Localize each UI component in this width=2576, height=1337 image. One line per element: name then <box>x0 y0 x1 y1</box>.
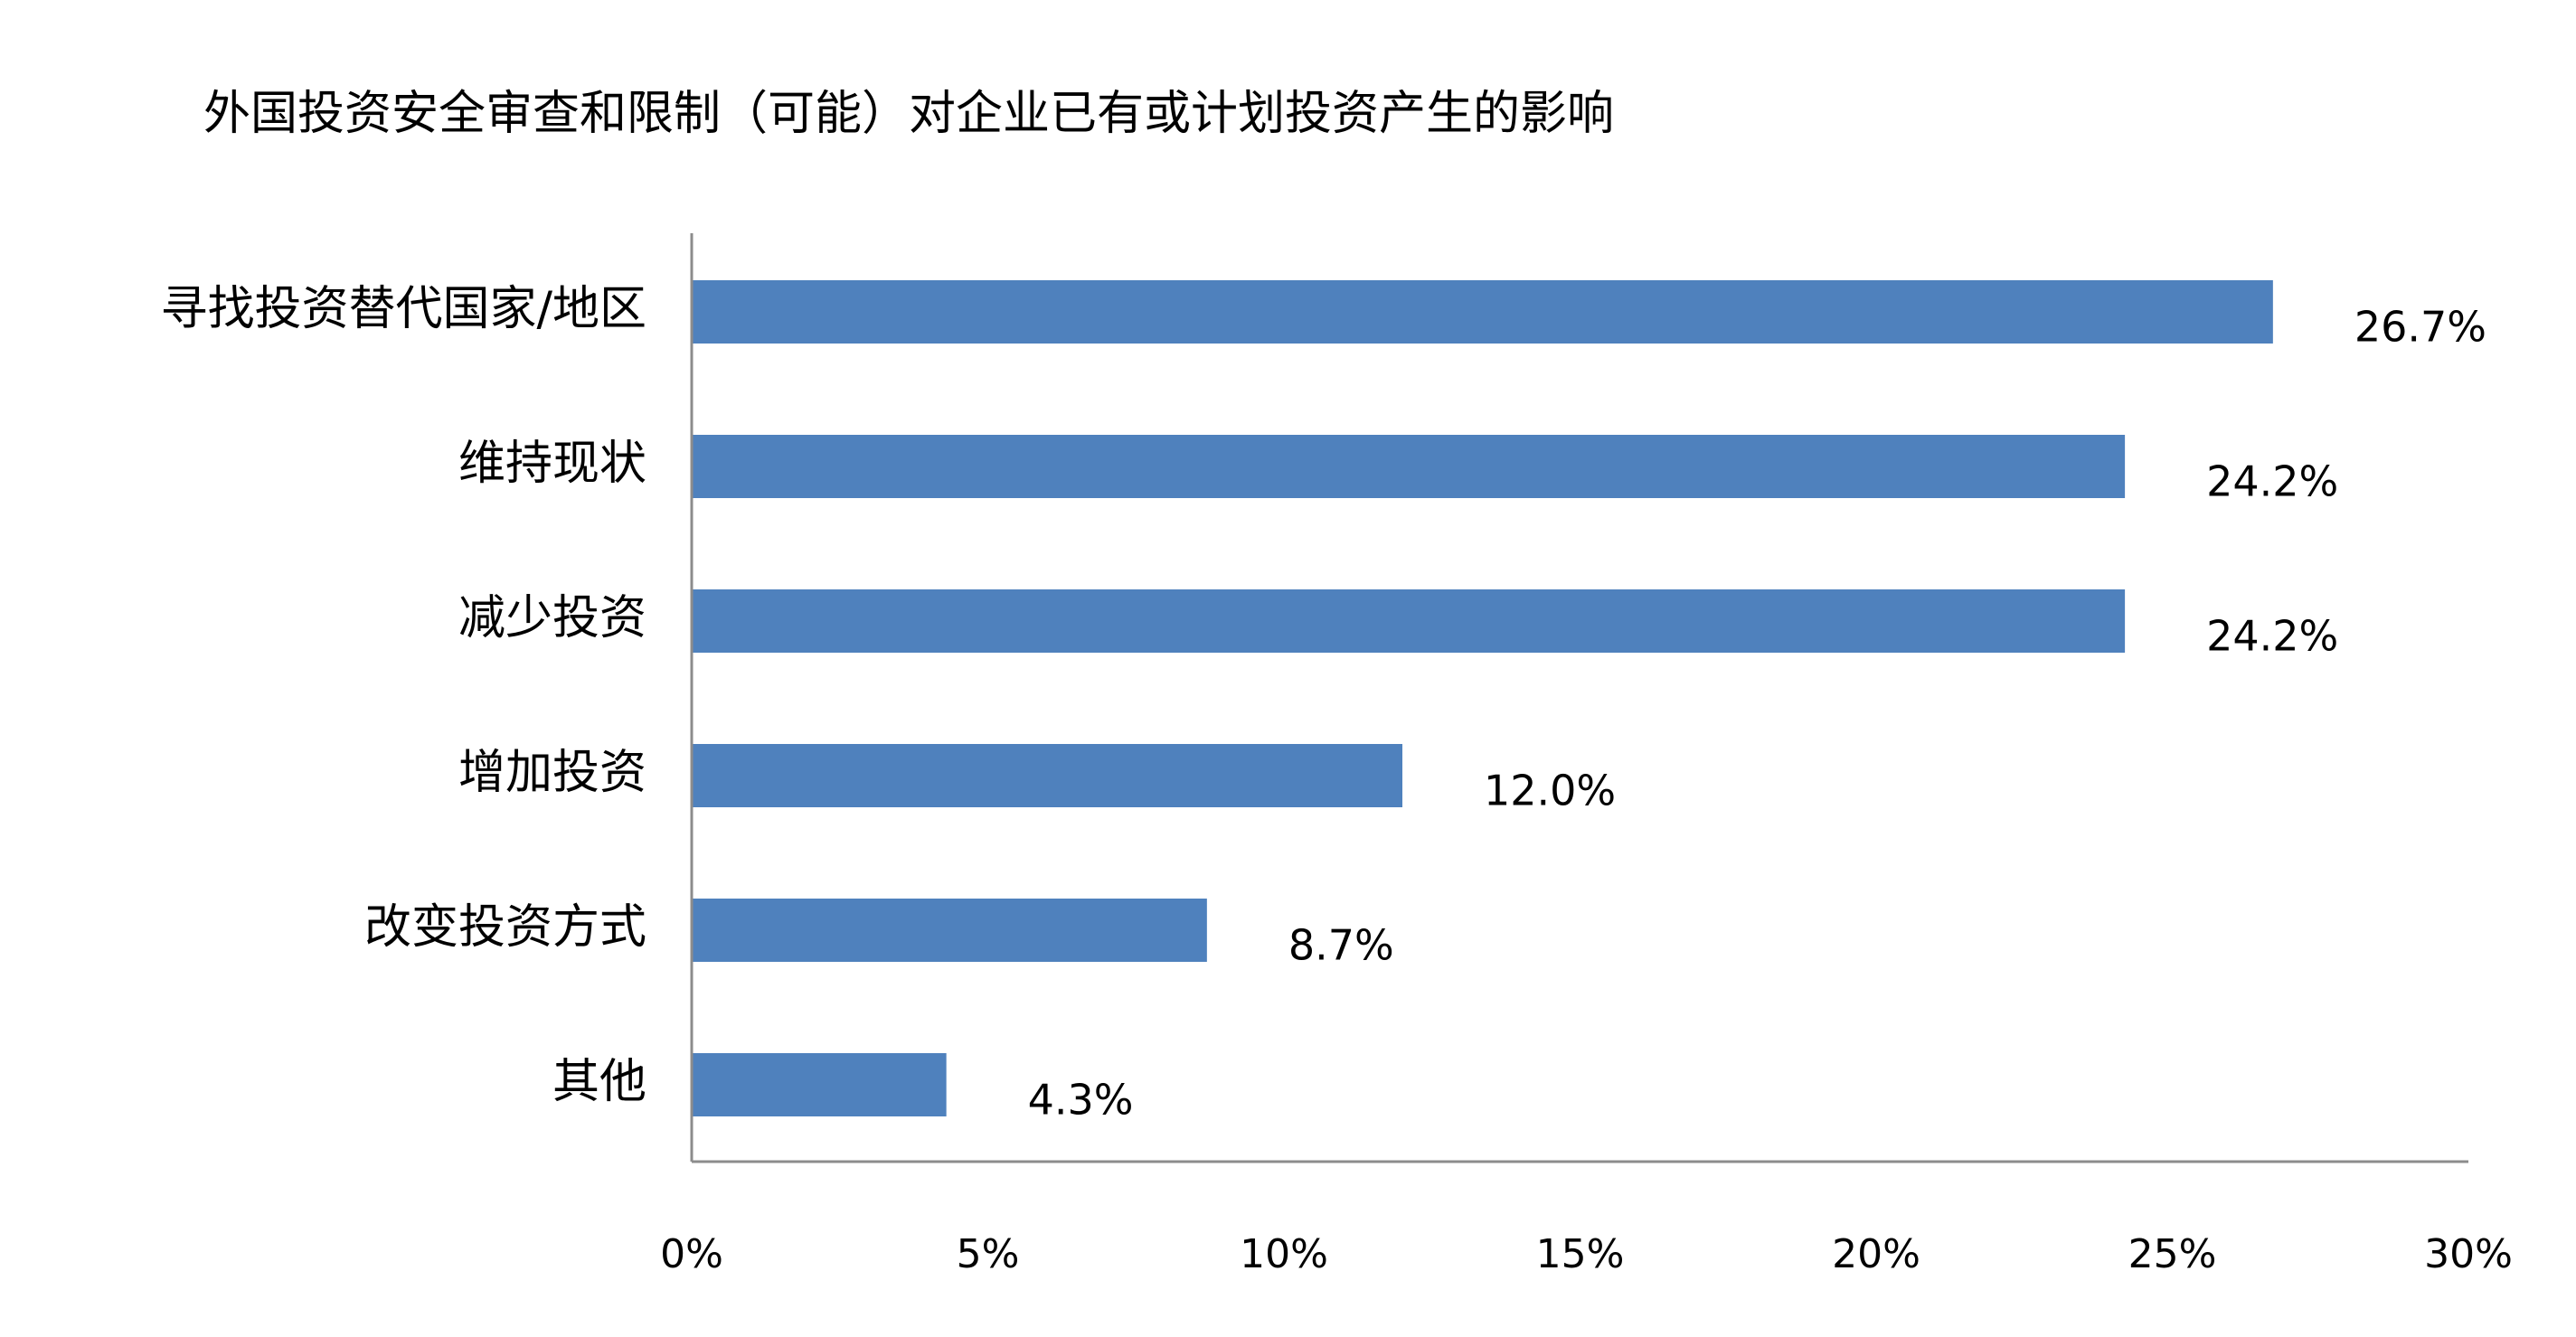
chart-title: 外国投资安全审查和限制（可能）对企业已有或计划投资产生的影响 <box>203 87 1614 141</box>
data-label-5: 8.7% <box>1288 921 1394 970</box>
bar-2 <box>692 435 2126 498</box>
category-label-3: 减少投资 <box>458 591 646 645</box>
data-label-2: 24.2% <box>2206 457 2338 506</box>
x-tick-labels: 0% 5% 10% 15% 20% 25% 30% <box>660 1231 2513 1277</box>
data-label-1: 26.7% <box>2354 303 2486 352</box>
x-tick-label-4: 20% <box>1832 1231 1920 1277</box>
x-tick-label-1: 5% <box>957 1231 1020 1277</box>
category-label-1: 寻找投资替代国家/地区 <box>160 282 646 336</box>
x-tick-label-3: 15% <box>1536 1231 1625 1277</box>
axes-layer <box>690 233 2468 1163</box>
data-label-6: 4.3% <box>1028 1076 1134 1125</box>
data-label-3: 24.2% <box>2206 612 2338 661</box>
category-label-6: 其他 <box>552 1055 646 1109</box>
bar-6 <box>692 1053 947 1116</box>
bar-4 <box>692 744 1402 807</box>
category-label-5: 改变投资方式 <box>364 900 646 955</box>
category-label-4: 增加投资 <box>458 746 646 800</box>
bars-layer <box>692 280 2273 1116</box>
bar-1 <box>692 280 2273 344</box>
x-tick-label-2: 10% <box>1240 1231 1328 1277</box>
data-labels: 26.7% 24.2% 24.2% 12.0% 8.7% 4.3% <box>1028 303 2486 1125</box>
data-label-4: 12.0% <box>1484 767 1616 815</box>
x-tick-label-0: 0% <box>660 1231 723 1277</box>
x-tick-label-5: 25% <box>2128 1231 2217 1277</box>
x-tick-label-6: 30% <box>2424 1231 2513 1277</box>
bar-5 <box>692 899 1207 962</box>
bar-3 <box>692 589 2126 653</box>
category-label-2: 维持现状 <box>458 437 646 491</box>
